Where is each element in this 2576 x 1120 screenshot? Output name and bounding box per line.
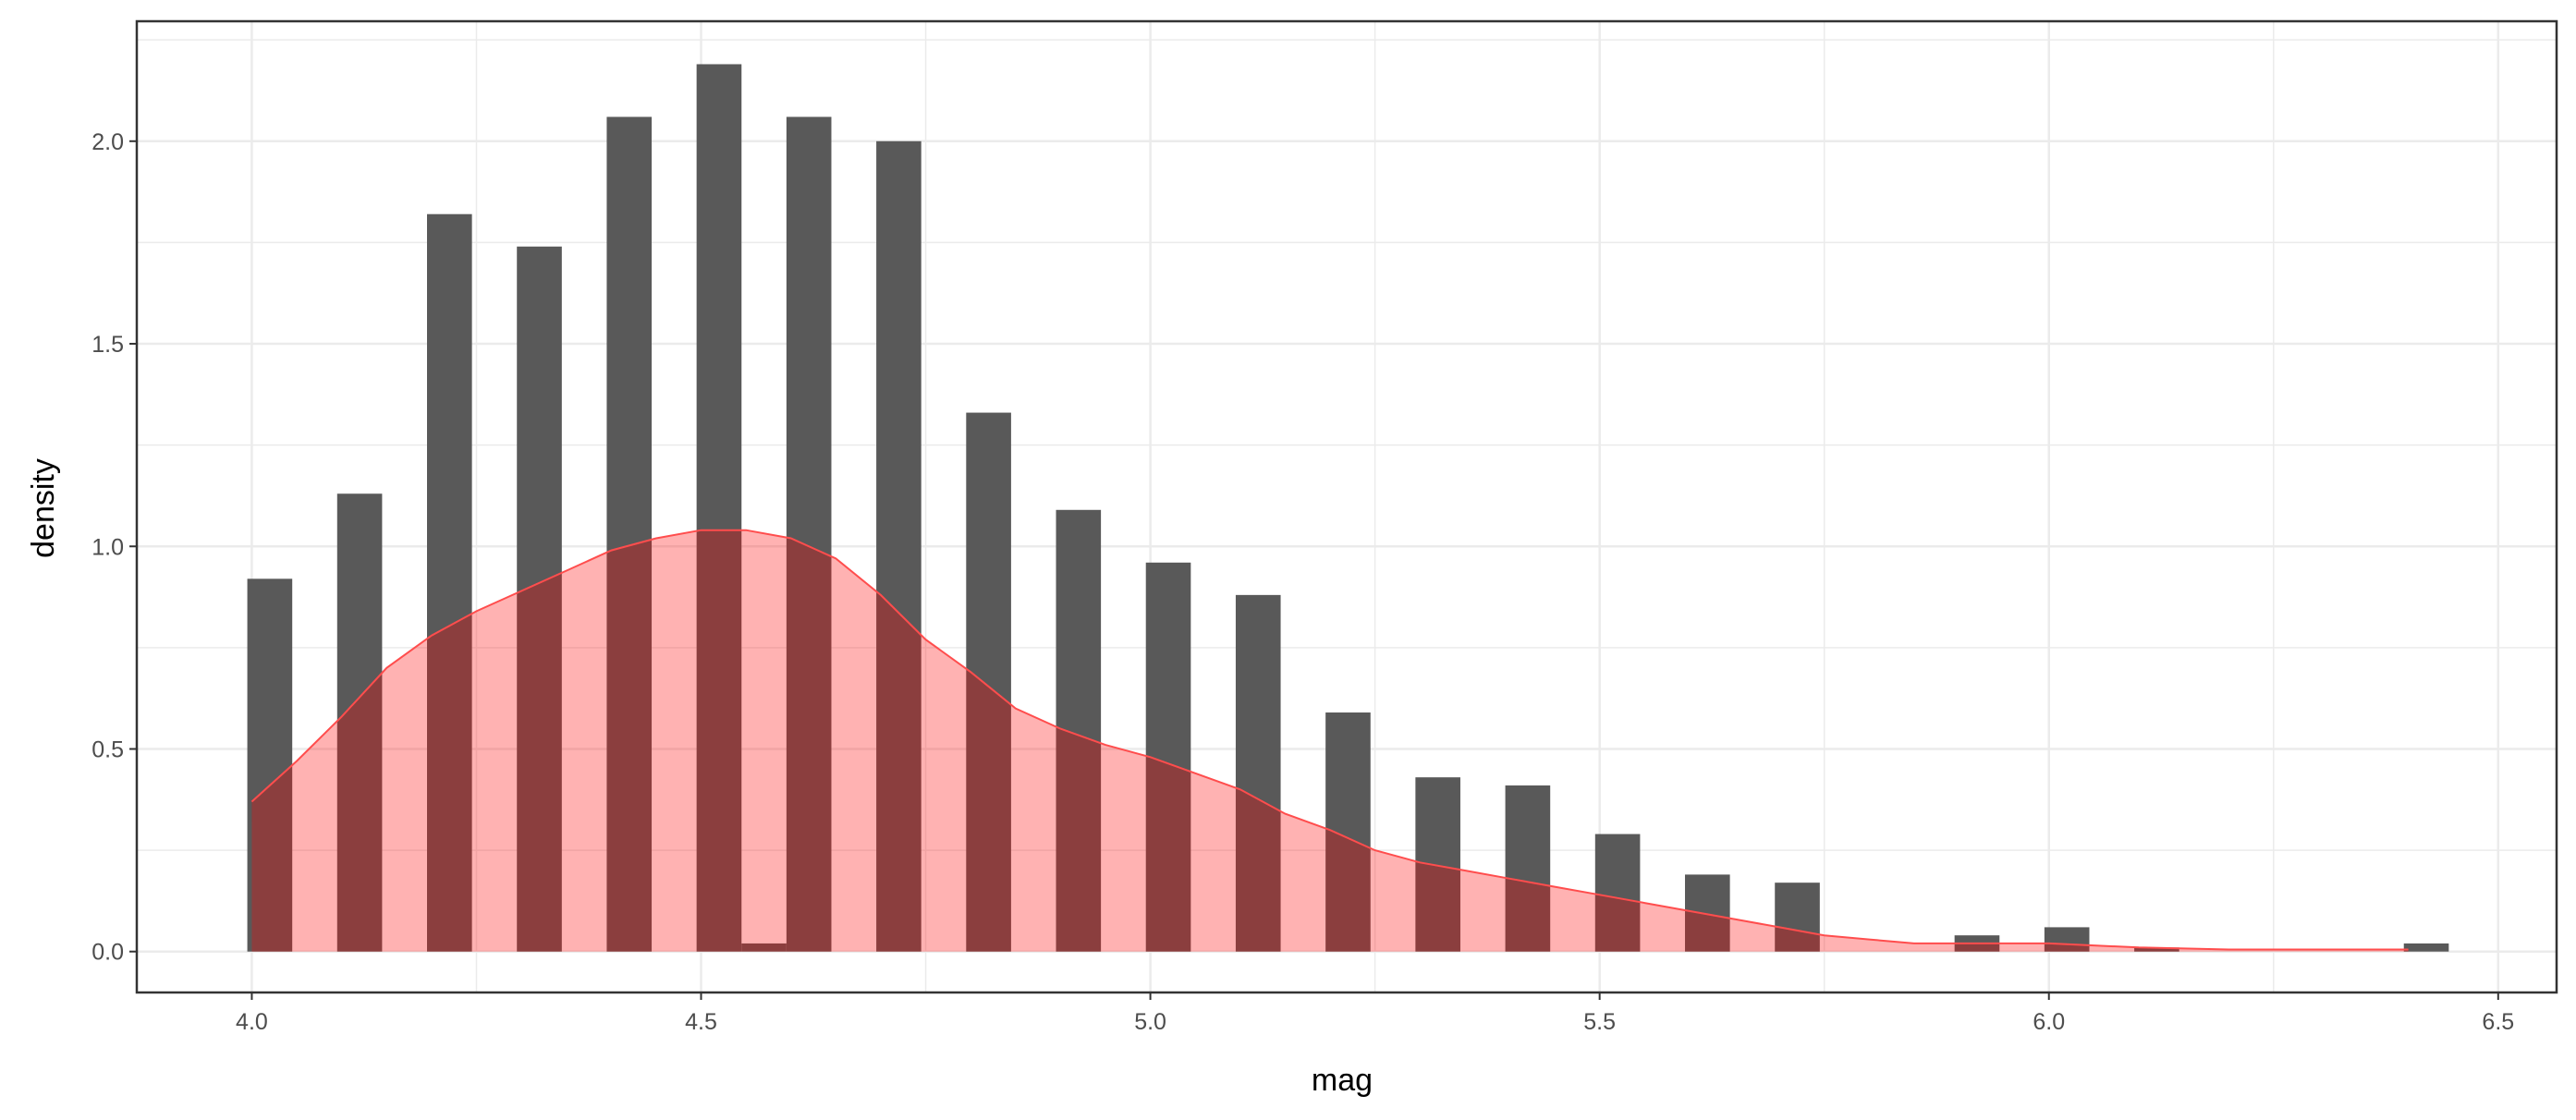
y-tick-label: 0.0 <box>92 940 124 966</box>
histogram-bar <box>2403 943 2449 952</box>
histogram-bar <box>1415 777 1460 952</box>
histogram-bars <box>247 64 2449 952</box>
density-line <box>250 529 2409 951</box>
x-tick-label: 6.5 <box>2482 1009 2514 1035</box>
histogram-bar <box>2134 947 2179 952</box>
histogram-bar <box>427 213 472 952</box>
histogram-bar <box>336 493 383 952</box>
histogram-bar <box>786 116 832 952</box>
histogram-bar <box>876 140 922 952</box>
x-tick-label: 6.0 <box>2033 1009 2065 1035</box>
y-tick-label: 2.0 <box>92 129 124 155</box>
histogram-bar <box>1594 834 1641 952</box>
histogram-bar <box>1685 874 1730 952</box>
histogram-bar <box>606 116 653 952</box>
histogram-bar <box>966 412 1011 952</box>
histogram-bar <box>2044 927 2090 952</box>
x-tick-label: 5.5 <box>1583 1009 1616 1035</box>
y-axis-title: density <box>26 458 61 558</box>
y-tick-label: 1.5 <box>92 332 124 358</box>
x-tick-label: 4.5 <box>685 1009 717 1035</box>
y-tick-label: 0.5 <box>92 737 124 762</box>
x-axis-ticks: 4.0 4.5 5.0 5.5 6.0 6.5 <box>236 992 2514 1035</box>
histogram-bar <box>741 943 787 952</box>
histogram-bar <box>517 246 562 952</box>
histogram-bar <box>1775 883 1820 952</box>
histogram-bar <box>1235 594 1281 952</box>
density-curve <box>250 529 2409 952</box>
histogram-bar <box>247 578 293 952</box>
histogram-bar <box>696 64 742 952</box>
x-axis-title: mag <box>1312 1063 1373 1098</box>
x-tick-label: 5.0 <box>1134 1009 1166 1035</box>
y-tick-label: 1.0 <box>92 534 124 560</box>
histogram-bar <box>1505 785 1551 952</box>
y-axis-ticks: 0.0 0.5 1.0 1.5 2.0 <box>92 129 137 966</box>
x-tick-label: 4.0 <box>236 1009 268 1035</box>
density-area <box>251 530 2409 952</box>
histogram-bar <box>1145 562 1191 952</box>
panel-border <box>135 19 2558 994</box>
